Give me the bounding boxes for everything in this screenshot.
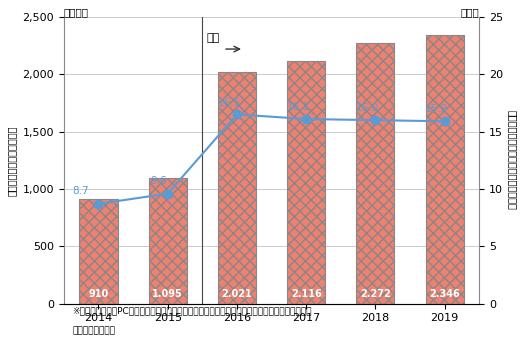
Y-axis label: サーバー全体の出荷台数に占める割合: サーバー全体の出荷台数に占める割合 (507, 110, 517, 210)
Text: （％）: （％） (461, 7, 479, 17)
Bar (356, 43, 395, 304)
Text: 8.7: 8.7 (72, 186, 89, 196)
Text: 2.021: 2.021 (222, 289, 253, 298)
Text: 9.6: 9.6 (150, 176, 167, 185)
Text: 16.5: 16.5 (217, 98, 241, 107)
Text: 910: 910 (89, 289, 108, 298)
Bar (425, 34, 464, 304)
Text: 2.346: 2.346 (429, 289, 460, 298)
Text: 1.095: 1.095 (152, 289, 183, 298)
Text: 15.9: 15.9 (425, 105, 449, 114)
Text: （千台）: （千台） (64, 7, 89, 17)
Text: 16.1: 16.1 (287, 102, 310, 112)
Text: のサーバーの合計: のサーバーの合計 (72, 327, 115, 336)
Bar (218, 72, 256, 304)
Bar (149, 178, 187, 304)
Text: 2.116: 2.116 (291, 289, 322, 298)
Text: 予測: 予測 (206, 33, 220, 43)
Bar (287, 61, 325, 304)
Text: ※サーバー全体はPCサーバー、エンタープライズサーバー、メインフレーム・スパコンのすべて: ※サーバー全体はPCサーバー、エンタープライズサーバー、メインフレーム・スパコン… (72, 306, 312, 315)
Bar (80, 199, 117, 304)
Text: 2.272: 2.272 (360, 289, 391, 298)
Y-axis label: マイクロサーバー出荷台数: マイクロサーバー出荷台数 (7, 125, 17, 196)
Text: 16.0: 16.0 (356, 103, 379, 113)
